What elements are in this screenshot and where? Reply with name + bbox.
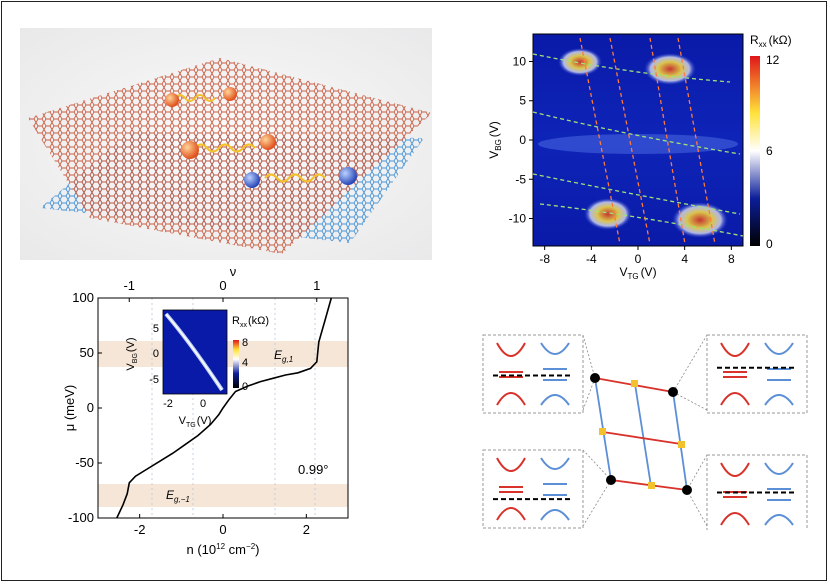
blue-band-lower <box>540 394 570 406</box>
svg-text:-2: -2 <box>163 398 173 410</box>
red-band-lower <box>496 392 526 406</box>
heatmap-ytick-label: -10 <box>509 212 527 226</box>
heatmap-ytick-label: 5 <box>519 94 526 108</box>
inset-heatmap: Rxx(kΩ) 8 4 0 -2 0 5 0 -5 VTG(V) VBG(V) <box>125 309 269 429</box>
blue-band-upper <box>764 342 794 355</box>
c-ylabel: μ (meV) <box>62 385 77 432</box>
blue-band-upper <box>764 462 794 475</box>
blue-band-upper <box>540 457 570 470</box>
red-band-upper <box>496 342 526 357</box>
blue-band-lower <box>540 509 570 521</box>
heatmap-ytick-label: -5 <box>515 172 526 186</box>
heatmap-ylabel: VBG(V) <box>487 121 503 159</box>
red-band-upper <box>720 462 750 477</box>
red-band-lower <box>496 507 526 521</box>
band-schematic-box <box>482 334 584 414</box>
twist-angle-label: 0.99° <box>298 462 329 477</box>
svg-text:Rxx(kΩ): Rxx(kΩ) <box>232 315 269 329</box>
svg-text:8: 8 <box>242 337 248 349</box>
heatmap-xtick-label: 4 <box>681 252 688 266</box>
blue-band-lower <box>764 514 794 526</box>
twisted-bilayer-graphene-illustration <box>20 28 432 260</box>
svg-text:4: 4 <box>242 357 248 369</box>
svg-text:VTG(V): VTG(V) <box>179 415 212 429</box>
band-alignment-schematic <box>475 330 820 534</box>
top-axis-label: ν <box>230 264 237 279</box>
c-toptick-label: 1 <box>313 278 320 293</box>
c-ytick-label: -50 <box>75 455 94 470</box>
c-xtick-label: 0 <box>219 522 226 537</box>
red-band-lower <box>720 392 750 406</box>
heatmap-ytick-label: 0 <box>519 133 526 147</box>
c-ytick-label: 50 <box>80 345 94 360</box>
c-ytick-label: 0 <box>87 400 94 415</box>
svg-text:-5: -5 <box>149 374 159 386</box>
blue-band-lower <box>764 394 794 406</box>
heatmap-xtick-label: 8 <box>728 252 735 266</box>
red-band-lower <box>720 512 750 526</box>
heatmap-ytick-label: 10 <box>513 54 527 68</box>
svg-text:VBG(V): VBG(V) <box>125 337 139 370</box>
colorbar-tick-6: 6 <box>766 144 773 158</box>
c-xtick-label: 2 <box>303 522 310 537</box>
mu-vs-n-curve <box>116 297 333 519</box>
red-band-upper <box>496 457 526 472</box>
chemical-potential-panel: -2 0 2 100 50 0 -50 -100 -1 0 1 Eg,1 Eg,−1 0.99°… <box>60 262 360 582</box>
heatmap-xlabel: VTG (V) <box>619 265 656 281</box>
band-schematic-box <box>482 449 584 529</box>
colorbar-label: Rxx (kΩ) <box>750 33 792 49</box>
svg-text:5: 5 <box>153 323 159 335</box>
red-band-upper <box>720 342 750 357</box>
svg-text:0: 0 <box>242 381 248 393</box>
colorbar-tick-0: 0 <box>766 237 773 251</box>
heatmap-xtick-label: -4 <box>586 252 597 266</box>
colorbar-tick-12: 12 <box>766 53 780 67</box>
c-toptick-label: -1 <box>123 278 135 293</box>
heatmap-xtick-label: 0 <box>635 252 642 266</box>
c-toptick-label: 0 <box>219 278 226 293</box>
c-xlabel: n (1012 cm−2) <box>187 542 260 557</box>
gap-lower-label: Eg,−1 <box>166 488 190 504</box>
svg-text:0: 0 <box>200 398 206 410</box>
heatmap-colorbar <box>750 56 760 246</box>
gap-upper-label: Eg,1 <box>274 348 293 364</box>
heatmap-panel: -8 -4 0 4 8 10 5 0 -5 -10 VTG (V) VBG(V) Rxx (kΩ) … <box>470 24 800 296</box>
blue-band-upper <box>540 342 570 355</box>
svg-text:0: 0 <box>153 348 159 360</box>
heatmap-xtick-label: -8 <box>539 252 550 266</box>
c-xtick-label: -2 <box>134 522 146 537</box>
c-ytick-label: 100 <box>72 290 94 305</box>
gap-band-lower <box>98 484 348 507</box>
c-ytick-label: -100 <box>68 510 94 525</box>
band-schematic-box <box>706 334 808 414</box>
